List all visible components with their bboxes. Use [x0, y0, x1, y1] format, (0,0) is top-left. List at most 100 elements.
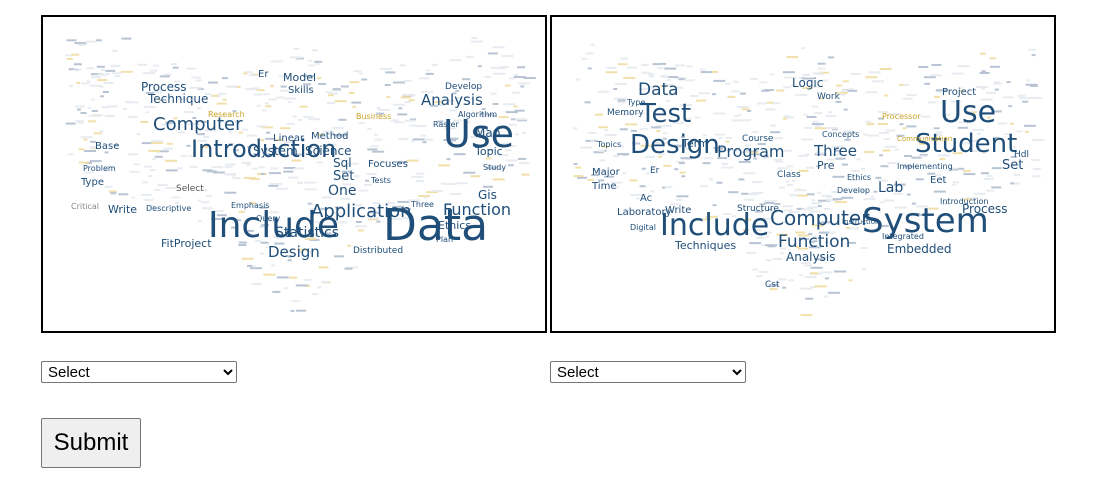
wordcloud-filler-speck [784, 116, 795, 119]
wordcloud-filler-speck [847, 227, 860, 230]
wordcloud-filler-speck [766, 101, 773, 104]
wordcloud-filler-speck [623, 76, 636, 79]
wordcloud-filler-speck [676, 160, 685, 163]
wordcloud-filler-speck [812, 105, 819, 108]
wordcloud-filler-speck [752, 268, 758, 271]
wordcloud-filler-speck [684, 79, 695, 82]
wordcloud-filler-speck [817, 191, 822, 194]
wordcloud-filler-speck [906, 125, 917, 128]
wordcloud-filler-speck [598, 179, 605, 182]
wordcloud-filler-speck [798, 154, 809, 157]
wordcloud-filler-speck [778, 278, 787, 281]
wordcloud-filler-speck [500, 66, 509, 68]
wordcloud-filler-speck [276, 276, 289, 279]
wordcloud-filler-speck [700, 71, 713, 74]
wordcloud-filler-speck [421, 91, 433, 94]
wordcloud-filler-speck [893, 192, 904, 195]
wordcloud-filler-speck [732, 80, 739, 83]
wordcloud-filler-speck [712, 93, 716, 96]
wordcloud-filler-speck [249, 267, 262, 270]
wordcloud-filler-speck [802, 87, 813, 90]
wordcloud-filler-speck [443, 139, 454, 141]
wordcloud-filler-speck [80, 112, 87, 114]
wordcloud-filler-speck [798, 76, 805, 79]
wordcloud-filler-speck [880, 224, 889, 227]
wordcloud-filler-speck [617, 63, 628, 66]
wordcloud-filler-speck [606, 67, 617, 69]
submit-button[interactable]: Submit [41, 418, 141, 468]
wordcloud-filler-speck [186, 144, 191, 147]
right-choice-select[interactable]: Select [550, 361, 746, 383]
wordcloud-filler-speck [191, 76, 202, 79]
wordcloud-filler-speck [604, 134, 617, 136]
wordcloud-filler-speck [189, 86, 202, 89]
wordcloud-filler-speck [505, 111, 518, 114]
wordcloud-filler-speck [197, 189, 208, 192]
wordcloud-filler-speck [113, 144, 118, 147]
wordcloud-filler-speck [638, 88, 649, 91]
wordcloud-filler-speck [1008, 105, 1013, 108]
wordcloud-filler-speck [508, 123, 517, 126]
wordcloud-filler-speck [157, 184, 168, 187]
wordcloud-filler-speck [97, 79, 108, 82]
wordcloud-filler-speck [125, 100, 132, 103]
wordcloud-filler-speck [151, 140, 164, 143]
wordcloud-filler-speck [154, 155, 163, 158]
wordcloud-filler-speck [449, 193, 462, 196]
wordcloud-filler-speck [588, 132, 597, 134]
wordcloud-filler-speck [87, 107, 92, 109]
wordcloud-filler-speck [841, 196, 854, 199]
wordcloud-filler-speck [614, 97, 626, 100]
wordcloud-word: Memory [607, 108, 644, 118]
wordcloud-filler-speck [834, 201, 847, 204]
wordcloud-filler-speck [224, 165, 233, 168]
wordcloud-filler-speck [484, 76, 491, 78]
wordcloud-filler-speck [152, 91, 162, 94]
wordcloud-filler-speck [410, 118, 417, 121]
wordcloud-word: Analysis [786, 250, 835, 264]
wordcloud-filler-speck [296, 309, 307, 312]
wordcloud-filler-speck [713, 146, 724, 149]
wordcloud-filler-speck [318, 135, 329, 138]
wordcloud-filler-speck [471, 40, 484, 43]
wordcloud-filler-speck [244, 71, 253, 74]
wordcloud-filler-speck [717, 157, 728, 160]
wordcloud-filler-speck [398, 208, 411, 211]
wordcloud-filler-speck [737, 113, 742, 116]
wordcloud-word: Select [176, 184, 204, 194]
wordcloud-filler-speck [662, 76, 669, 79]
wordcloud-filler-speck [416, 180, 424, 182]
wordcloud-filler-speck [290, 309, 295, 312]
wordcloud-filler-speck [258, 149, 269, 152]
wordcloud-filler-speck [397, 113, 408, 116]
left-choice-select[interactable]: Select [41, 361, 237, 383]
wordcloud-word: Function [778, 232, 850, 252]
wordcloud-filler-speck [690, 94, 699, 97]
wordcloud-filler-speck [471, 37, 478, 39]
wordcloud-filler-speck [1003, 96, 1014, 99]
wordcloud-filler-speck [148, 175, 153, 178]
wordcloud-filler-speck [665, 93, 674, 96]
wordcloud-filler-speck [888, 113, 901, 116]
wordcloud-filler-speck [141, 142, 152, 145]
wordcloud-filler-speck [980, 143, 985, 146]
wordcloud-word: Query [256, 214, 281, 223]
wordcloud-filler-speck [197, 220, 202, 222]
wordcloud-filler-speck [340, 197, 351, 200]
wordcloud-filler-speck [107, 165, 114, 168]
wordcloud-filler-speck [206, 170, 217, 173]
wordcloud-filler-speck [262, 109, 267, 112]
wordcloud-filler-speck [885, 129, 896, 132]
wordcloud-filler-speck [444, 127, 457, 130]
wordcloud-filler-speck [142, 181, 148, 184]
wordcloud-filler-speck [992, 136, 999, 139]
wordcloud-filler-speck [823, 208, 830, 210]
wordcloud-filler-speck [765, 259, 772, 262]
wordcloud-filler-speck [238, 210, 245, 213]
wordcloud-filler-speck [845, 226, 850, 229]
wordcloud-filler-speck [93, 132, 102, 135]
wordcloud-filler-speck [247, 229, 254, 232]
wordcloud-filler-speck [765, 244, 778, 247]
wordcloud-filler-speck [344, 165, 350, 168]
wordcloud-filler-speck [370, 145, 379, 148]
